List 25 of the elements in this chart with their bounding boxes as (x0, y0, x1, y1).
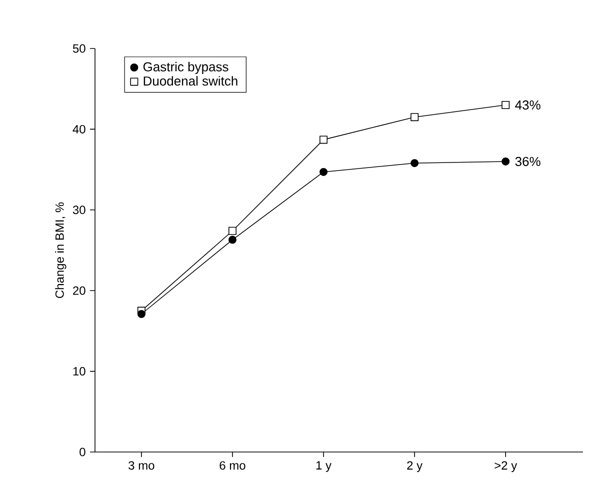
data-label: 36% (515, 156, 540, 166)
point (410, 159, 419, 168)
y-tick-label: 40 (72, 124, 86, 134)
y-tick-label: 0 (80, 448, 86, 456)
x-tick-label: 3 mo (128, 461, 154, 470)
y-axis-title: Change in BMI, % (55, 202, 66, 298)
y-tick-label: 10 (73, 367, 86, 376)
point (137, 310, 146, 318)
legend-label: Gastric bypass (143, 62, 228, 74)
x-tick-label: 6 mo (220, 461, 246, 470)
x-tick-label: 2 y (407, 461, 423, 472)
point (228, 236, 236, 244)
x-tick-label: 1 y (316, 461, 332, 472)
y-tick-label: 20 (73, 286, 86, 295)
y-tick-label: 30 (72, 206, 86, 214)
point (502, 100, 510, 109)
point (320, 136, 328, 144)
point (228, 226, 236, 235)
point (320, 168, 328, 176)
legend-label: Duodenal switch (144, 76, 238, 86)
point (410, 113, 419, 122)
point (502, 157, 510, 166)
data-label: 43% (515, 100, 540, 110)
x-tick-label: >2 y (494, 461, 518, 472)
y-tick-label: 50 (72, 44, 86, 53)
